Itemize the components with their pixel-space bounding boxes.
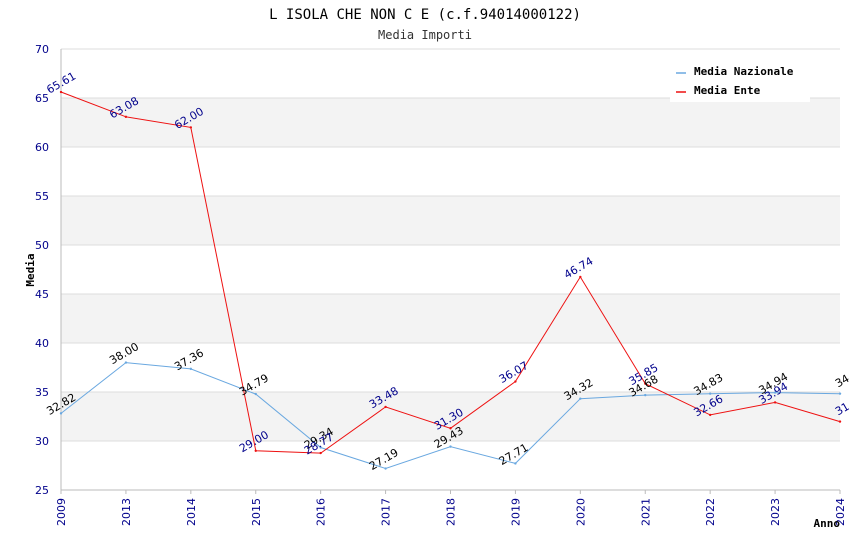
y-tick-label: 50: [35, 239, 49, 252]
data-point: [384, 467, 387, 470]
grid-band: [61, 441, 840, 490]
data-point: [319, 446, 322, 449]
data-point: [124, 115, 128, 119]
x-tick-label: 2024: [834, 498, 847, 526]
y-tick-label: 25: [35, 484, 49, 497]
chart-subtitle: Media Importi: [378, 28, 472, 42]
data-point: [514, 380, 517, 383]
data-point: [644, 382, 647, 385]
data-point: [449, 427, 452, 430]
x-tick-label: 2013: [120, 498, 133, 526]
data-point: [59, 90, 63, 94]
x-tick-label: 2009: [55, 498, 68, 526]
background-bands: [61, 49, 840, 490]
x-tick-label: 2019: [509, 498, 522, 526]
chart-title: L ISOLA CHE NON C E (c.f.94014000122): [269, 7, 581, 23]
data-point: [189, 367, 193, 371]
grid-band: [61, 147, 840, 196]
y-tick-label: 40: [35, 337, 49, 350]
data-point: [838, 420, 842, 423]
data-point: [579, 397, 582, 400]
x-tick-label: 2020: [574, 498, 587, 526]
grid-band: [61, 196, 840, 245]
x-tick-label: 2021: [639, 498, 652, 526]
legend-label-media-ente: Media Ente: [694, 84, 761, 97]
data-point: [319, 451, 322, 455]
y-tick-label: 45: [35, 288, 49, 301]
data-point: [59, 412, 63, 415]
grid-band: [61, 98, 840, 147]
data-point: [254, 449, 257, 452]
data-point: [384, 405, 387, 409]
data-point: [773, 391, 777, 394]
legend-label-media-nazionale: Media Nazionale: [694, 65, 794, 78]
x-tick-label: 2014: [185, 498, 198, 526]
grid-band: [61, 294, 840, 343]
data-point: [838, 392, 842, 395]
data-point: [254, 392, 257, 396]
series-lines: [59, 90, 842, 470]
grid-band: [61, 245, 840, 294]
y-tick-label: 65: [35, 92, 49, 105]
data-point: [514, 462, 517, 465]
y-tick-label: 60: [35, 141, 49, 154]
data-point: [708, 413, 712, 417]
y-axis-ticks: 25 30 35 40 45 50 55 60 65 70: [35, 43, 49, 497]
data-point: [449, 445, 452, 448]
x-axis-label: Anno: [814, 517, 841, 530]
legend: Media Nazionale Media Ente: [670, 60, 810, 102]
y-tick-label: 55: [35, 190, 49, 203]
data-point: [579, 275, 582, 279]
data-point: [708, 392, 712, 395]
x-tick-label: 2016: [315, 498, 328, 526]
y-axis-label: Media: [24, 253, 37, 286]
x-tick-label: 2023: [769, 498, 782, 526]
data-point: [773, 401, 777, 404]
data-point: [189, 126, 193, 129]
grid-band: [61, 392, 840, 441]
y-tick-label: 35: [35, 386, 49, 399]
grid-lines: [61, 48, 840, 491]
data-point: [644, 393, 647, 397]
data-point: [124, 361, 128, 364]
y-tick-label: 30: [35, 435, 49, 448]
x-axis-ticks: 2009 2013 2014 2015 2016 2017 2018 2019 2020 2021…: [55, 490, 847, 526]
legend-box: [670, 60, 810, 102]
x-tick-label: 2022: [704, 498, 717, 526]
x-tick-label: 2018: [445, 498, 458, 526]
x-tick-label: 2017: [380, 498, 393, 526]
grid-band: [61, 343, 840, 392]
y-tick-label: 70: [35, 43, 49, 56]
x-tick-label: 2015: [250, 498, 263, 526]
